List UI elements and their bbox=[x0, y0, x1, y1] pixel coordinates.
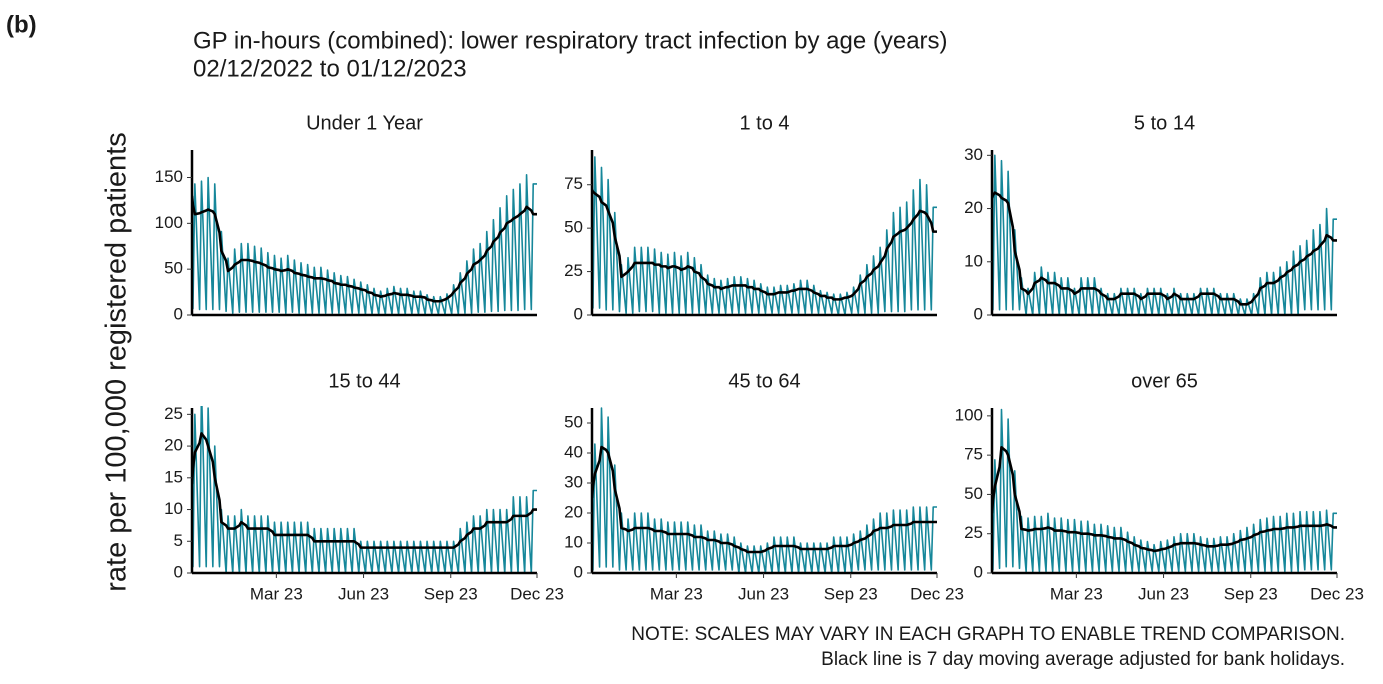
note: Black line is 7 day moving average adjus… bbox=[821, 649, 1345, 670]
y-tick-label: 0 bbox=[974, 304, 983, 323]
y-tick-label: 100 bbox=[955, 405, 983, 424]
y-tick-label: 15 bbox=[164, 467, 183, 486]
y-tick-label: 30 bbox=[964, 145, 983, 164]
y-axis-label: rate per 100,000 registered patients bbox=[101, 132, 133, 591]
x-tick-label: Mar 23 bbox=[1050, 584, 1103, 603]
y-tick-label: 0 bbox=[574, 562, 583, 581]
panel-title: over 65 bbox=[1131, 370, 1198, 392]
note: NOTE: SCALES MAY VARY IN EACH GRAPH TO E… bbox=[631, 624, 1345, 645]
y-tick-label: 20 bbox=[164, 436, 183, 455]
y-tick-label: 30 bbox=[564, 472, 583, 491]
panel-title: 5 to 14 bbox=[1134, 112, 1195, 134]
y-tick-label: 25 bbox=[564, 261, 583, 280]
y-tick-label: 25 bbox=[964, 523, 983, 542]
daily-line bbox=[192, 160, 537, 315]
daily-line bbox=[592, 151, 937, 315]
x-tick-label: Mar 23 bbox=[650, 584, 703, 603]
y-tick-label: 0 bbox=[574, 304, 583, 323]
chart-title: GP in-hours (combined): lower respirator… bbox=[193, 27, 948, 54]
moving-average-line bbox=[192, 432, 537, 549]
panel-title: 15 to 44 bbox=[328, 370, 400, 392]
y-tick-label: 75 bbox=[564, 174, 583, 193]
x-tick-label: Jun 23 bbox=[738, 584, 789, 603]
y-tick-label: 10 bbox=[564, 532, 583, 551]
x-tick-label: Dec 23 bbox=[910, 584, 964, 603]
y-tick-label: 50 bbox=[564, 412, 583, 431]
moving-average-line bbox=[592, 189, 937, 301]
moving-average-line bbox=[192, 195, 537, 303]
y-tick-label: 20 bbox=[964, 198, 983, 217]
y-tick-label: 10 bbox=[164, 499, 183, 518]
y-tick-label: 0 bbox=[174, 304, 183, 323]
x-tick-label: Jun 23 bbox=[338, 584, 389, 603]
daily-line bbox=[192, 406, 537, 573]
panel-title: Under 1 Year bbox=[306, 112, 423, 134]
x-tick-label: Dec 23 bbox=[1310, 584, 1364, 603]
panel-title: 45 to 64 bbox=[728, 370, 800, 392]
y-tick-label: 100 bbox=[155, 213, 183, 232]
x-tick-label: Dec 23 bbox=[510, 584, 564, 603]
moving-average-line bbox=[592, 445, 937, 554]
y-tick-label: 25 bbox=[164, 404, 183, 423]
y-tick-label: 50 bbox=[564, 218, 583, 237]
x-tick-label: Sep 23 bbox=[424, 584, 478, 603]
y-tick-label: 75 bbox=[964, 445, 983, 464]
x-tick-label: Mar 23 bbox=[250, 584, 303, 603]
y-tick-label: 50 bbox=[964, 484, 983, 503]
moving-average-line bbox=[992, 445, 1337, 553]
x-tick-label: Sep 23 bbox=[1224, 584, 1278, 603]
y-tick-label: 150 bbox=[155, 167, 183, 186]
chart-subtitle: 02/12/2022 to 01/12/2023 bbox=[193, 55, 467, 82]
daily-line bbox=[592, 407, 937, 573]
y-tick-label: 0 bbox=[174, 562, 183, 581]
y-tick-label: 50 bbox=[164, 259, 183, 278]
x-tick-label: Sep 23 bbox=[824, 584, 878, 603]
x-tick-label: Jun 23 bbox=[1138, 584, 1189, 603]
y-tick-label: 20 bbox=[564, 502, 583, 521]
y-tick-label: 40 bbox=[564, 442, 583, 461]
daily-line bbox=[992, 154, 1337, 315]
moving-average-line bbox=[992, 191, 1337, 306]
y-tick-label: 0 bbox=[974, 562, 983, 581]
y-tick-label: 5 bbox=[174, 531, 183, 550]
daily-line bbox=[992, 408, 1337, 573]
panel-label: (b) bbox=[6, 11, 37, 38]
panel-title: 1 to 4 bbox=[739, 112, 789, 134]
y-tick-label: 10 bbox=[964, 251, 983, 270]
